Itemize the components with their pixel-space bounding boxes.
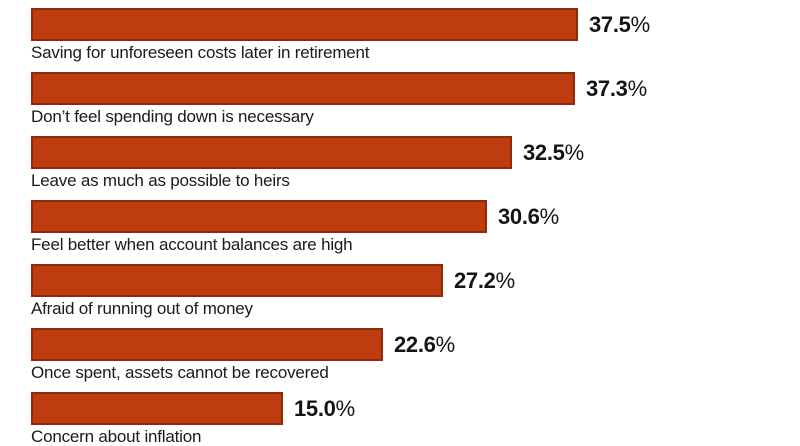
bar-row: 37.5% Saving for unforeseen costs later … — [0, 0, 800, 64]
bar-row: 27.2% Afraid of running out of money — [0, 256, 800, 320]
bar-line: 22.6% — [31, 328, 800, 361]
category-label: Don’t feel spending down is necessary — [31, 107, 314, 126]
bar — [31, 8, 578, 41]
value-number: 15.0 — [294, 396, 336, 421]
percent-sign: % — [495, 268, 516, 293]
bar-line: 27.2% — [31, 264, 800, 297]
value-label: 30.6% — [498, 200, 559, 233]
bar-row: 15.0% Concern about inflation — [0, 384, 800, 446]
percent-sign: % — [335, 396, 356, 421]
bar — [31, 392, 283, 425]
value-label: 22.6% — [394, 328, 455, 361]
category-label: Saving for unforeseen costs later in ret… — [31, 43, 370, 62]
category-label: Once spent, assets cannot be recovered — [31, 363, 329, 382]
bar-line: 30.6% — [31, 200, 800, 233]
value-label: 37.3% — [586, 72, 647, 105]
bar-row: 32.5% Leave as much as possible to heirs — [0, 128, 800, 192]
bar — [31, 264, 443, 297]
value-number: 37.3 — [586, 76, 628, 101]
category-label: Afraid of running out of money — [31, 299, 253, 318]
percent-sign: % — [435, 332, 456, 357]
percent-sign: % — [630, 12, 651, 37]
value-label: 15.0% — [294, 392, 355, 425]
category-label: Concern about inflation — [31, 427, 202, 446]
value-number: 27.2 — [454, 268, 496, 293]
bar-row: 22.6% Once spent, assets cannot be recov… — [0, 320, 800, 384]
percent-sign: % — [539, 204, 560, 229]
category-label: Feel better when account balances are hi… — [31, 235, 353, 254]
bar-row: 30.6% Feel better when account balances … — [0, 192, 800, 256]
value-number: 22.6 — [394, 332, 436, 357]
value-label: 37.5% — [589, 8, 650, 41]
value-label: 27.2% — [454, 264, 515, 297]
bar-line: 37.5% — [31, 8, 800, 41]
value-number: 32.5 — [523, 140, 565, 165]
bar-line: 32.5% — [31, 136, 800, 169]
bar — [31, 136, 512, 169]
percent-sign: % — [564, 140, 585, 165]
value-number: 30.6 — [498, 204, 540, 229]
bar-line: 37.3% — [31, 72, 800, 105]
value-number: 37.5 — [589, 12, 631, 37]
bar-line: 15.0% — [31, 392, 800, 425]
bar-row: 37.3% Don’t feel spending down is necess… — [0, 64, 800, 128]
value-label: 32.5% — [523, 136, 584, 169]
bar — [31, 328, 383, 361]
bar — [31, 72, 575, 105]
percent-sign: % — [627, 76, 648, 101]
bar — [31, 200, 487, 233]
category-label: Leave as much as possible to heirs — [31, 171, 290, 190]
